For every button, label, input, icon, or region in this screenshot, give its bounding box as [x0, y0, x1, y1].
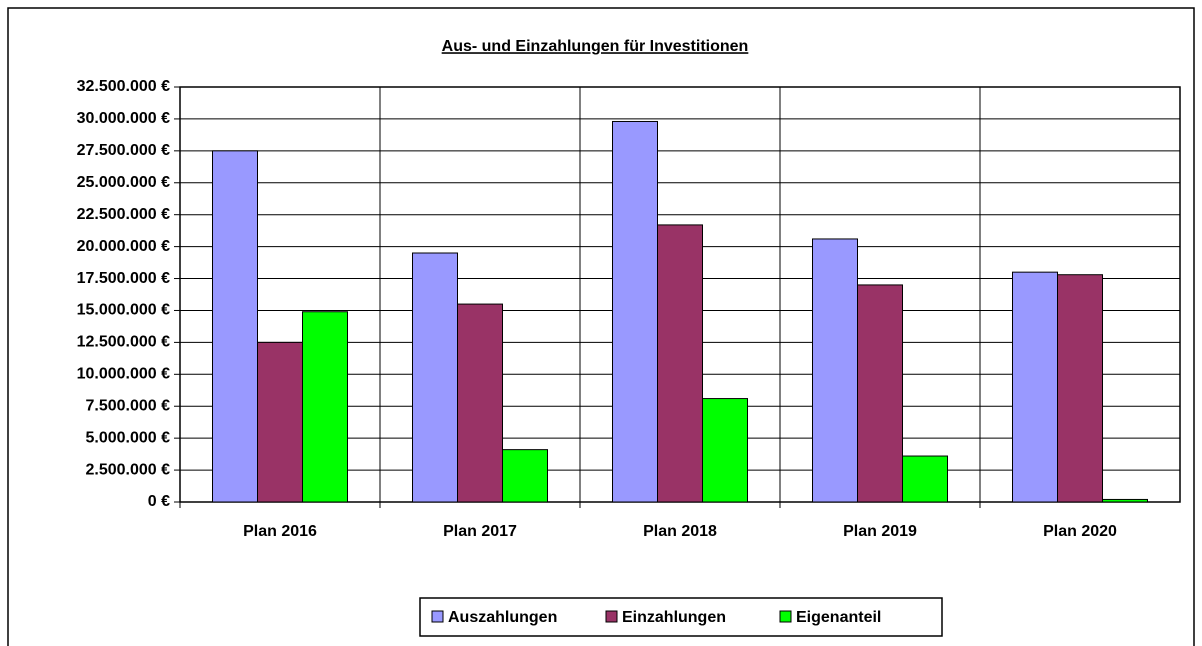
bar	[502, 449, 548, 503]
y-tick-label: 0 €	[148, 493, 170, 510]
bar	[1102, 498, 1148, 503]
x-tick-label: Plan 2018	[643, 523, 717, 540]
legend-label: Auszahlungen	[448, 609, 557, 626]
bar	[657, 224, 703, 503]
bar	[812, 238, 858, 503]
y-tick-label: 5.000.000 €	[85, 429, 170, 446]
bar	[302, 311, 348, 503]
bar	[857, 284, 903, 503]
bar	[212, 150, 258, 503]
y-tick-label: 27.500.000 €	[77, 142, 171, 159]
y-tick-label: 17.500.000 €	[77, 270, 171, 287]
bar	[702, 398, 748, 503]
bar	[612, 120, 658, 503]
legend-label: Eigenanteil	[796, 609, 881, 626]
chart-border	[7, 7, 1195, 646]
y-tick-label: 2.500.000 €	[85, 461, 170, 478]
bar	[457, 303, 503, 503]
y-tick-label: 22.500.000 €	[77, 206, 171, 223]
y-tick-label: 7.500.000 €	[85, 397, 170, 414]
bar	[1057, 274, 1103, 503]
y-tick-label: 10.000.000 €	[77, 366, 171, 383]
y-tick-label: 32.500.000 €	[77, 78, 171, 95]
legend-swatch	[431, 610, 444, 623]
y-tick-label: 15.000.000 €	[77, 302, 171, 319]
y-tick-label: 20.000.000 €	[77, 238, 171, 255]
bar	[1012, 271, 1058, 503]
y-tick-label: 12.500.000 €	[77, 334, 171, 351]
bar	[902, 455, 948, 503]
bar	[412, 252, 458, 503]
y-tick-label: 30.000.000 €	[77, 110, 171, 127]
bar	[257, 341, 303, 503]
chart-title: Aus- und Einzahlungen für Investitionen	[442, 38, 749, 55]
x-tick-label: Plan 2020	[1043, 523, 1117, 540]
legend-swatch	[779, 610, 792, 623]
x-tick-label: Plan 2017	[443, 523, 517, 540]
x-tick-label: Plan 2019	[843, 523, 917, 540]
y-tick-label: 25.000.000 €	[77, 174, 171, 191]
x-tick-label: Plan 2016	[243, 523, 317, 540]
legend-swatch	[605, 610, 618, 623]
legend-box	[419, 597, 943, 637]
legend-label: Einzahlungen	[622, 609, 726, 626]
